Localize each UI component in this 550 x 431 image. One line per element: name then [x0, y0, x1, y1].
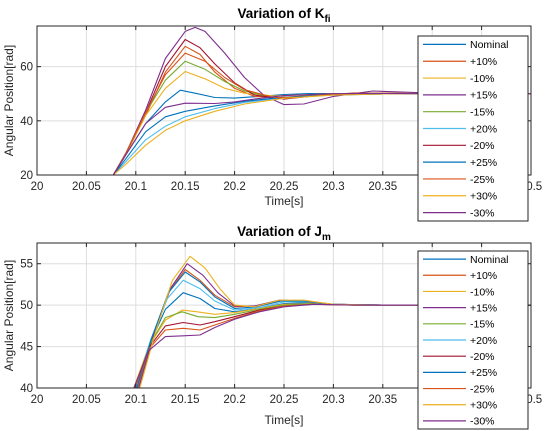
legend-item: +30%: [423, 191, 497, 203]
legend-item: -10%: [423, 73, 495, 85]
series-line: [112, 92, 531, 175]
chart-title-main: Variation of J: [237, 224, 322, 239]
chart-title-subscript: m: [322, 232, 331, 243]
x-tick-label: 20.2: [223, 181, 245, 193]
legend: Nominal +10% -10% +15% -15% +20% -20% +25% -25% +…: [417, 35, 529, 222]
legend-label: +10%: [470, 56, 497, 68]
legend-label: -10%: [470, 73, 495, 85]
legend-label: +20%: [470, 123, 497, 135]
x-tick-label: 20.2: [223, 394, 245, 406]
legend-item: +10%: [423, 270, 497, 282]
x-tick-label: 20.35: [368, 181, 397, 193]
x-axis-label: Time[s]: [265, 194, 304, 208]
x-tick-label: 20.25: [270, 181, 299, 193]
x-tick-label: 20: [31, 394, 44, 406]
chart-panel-1: 2020.0520.120.1520.220.2520.320.3520.420…: [2, 6, 542, 222]
x-tick-label: 20.3: [322, 394, 344, 406]
legend-item: +15%: [423, 302, 497, 314]
x-tick-label: 20: [31, 181, 44, 193]
legend-label: -30%: [470, 416, 495, 428]
legend-label: -15%: [470, 106, 495, 118]
y-axis-label: Angular Position[rad]: [2, 260, 16, 371]
legend-item: -10%: [423, 286, 495, 298]
legend-label: +25%: [470, 157, 497, 169]
y-tick-label: 50: [20, 300, 33, 312]
legend-item: +20%: [423, 335, 497, 347]
x-tick-label: 20.1: [125, 181, 147, 193]
legend-label: -10%: [470, 286, 495, 298]
y-tick-label: 60: [20, 62, 33, 74]
y-tick-label: 40: [20, 116, 33, 128]
y-tick-label: 45: [20, 342, 33, 354]
legend-label: Nominal: [470, 254, 509, 266]
legend-label: -15%: [470, 319, 495, 331]
legend-item: +25%: [423, 367, 497, 379]
legend-label: +15%: [470, 302, 497, 314]
legend-item: -25%: [423, 174, 495, 186]
x-tick-label: 20.1: [125, 394, 147, 406]
legend-label: -25%: [470, 383, 495, 395]
legend-item: +15%: [423, 90, 497, 102]
x-tick-label: 20.15: [171, 394, 200, 406]
legend-item: -20%: [423, 140, 495, 152]
legend-label: Nominal: [470, 39, 509, 51]
series-line: [133, 303, 531, 388]
legend-item: +20%: [423, 123, 497, 135]
series-line: [112, 26, 531, 175]
legend-item: -25%: [423, 383, 495, 395]
legend-item: +25%: [423, 157, 497, 169]
series-group: [133, 255, 531, 388]
x-tick-label: 20.05: [72, 181, 101, 193]
legend-label: -30%: [470, 207, 495, 219]
legend-item: -15%: [423, 106, 495, 118]
x-tick-label: 20.3: [322, 181, 344, 193]
y-tick-label: 55: [20, 259, 33, 271]
legend-label: +30%: [470, 400, 497, 412]
y-axis-label: Angular Position[rad]: [2, 45, 16, 156]
y-tick-label: 40: [20, 383, 33, 395]
series-group: [112, 26, 531, 175]
chart-panel-2: 2020.0520.120.1520.220.2520.320.3520.420…: [2, 224, 542, 430]
x-tick-label: 20.05: [72, 394, 101, 406]
chart-title: Variation of Jm: [237, 224, 331, 243]
legend-item: +30%: [423, 400, 497, 412]
x-axis-label: Time[s]: [265, 413, 304, 427]
legend-item: Nominal: [423, 39, 509, 51]
legend-item: +10%: [423, 56, 497, 68]
legend-label: +30%: [470, 191, 497, 203]
legend-item: Nominal: [423, 254, 509, 266]
legend-item: -30%: [423, 416, 495, 428]
legend-item: -15%: [423, 319, 495, 331]
x-tick-label: 20.35: [368, 394, 397, 406]
legend: Nominal +10% -10% +15% -15% +20% -20% +25% -25% +…: [417, 250, 529, 430]
x-tick-label: 20.15: [171, 181, 200, 193]
legend-label: -25%: [470, 174, 495, 186]
chart-title-main: Variation of K: [237, 6, 324, 21]
chart-title-subscript: fi: [324, 14, 330, 25]
legend-item: -20%: [423, 351, 495, 363]
legend-label: +15%: [470, 90, 497, 102]
legend-label: -20%: [470, 140, 495, 152]
chart-title: Variation of Kfi: [237, 6, 330, 25]
legend-label: +10%: [470, 270, 497, 282]
legend-label: +20%: [470, 335, 497, 347]
legend-item: -30%: [423, 207, 495, 219]
y-tick-label: 20: [20, 170, 33, 182]
x-tick-label: 20.25: [270, 394, 299, 406]
legend-label: -20%: [470, 351, 495, 363]
legend-label: +25%: [470, 367, 497, 379]
